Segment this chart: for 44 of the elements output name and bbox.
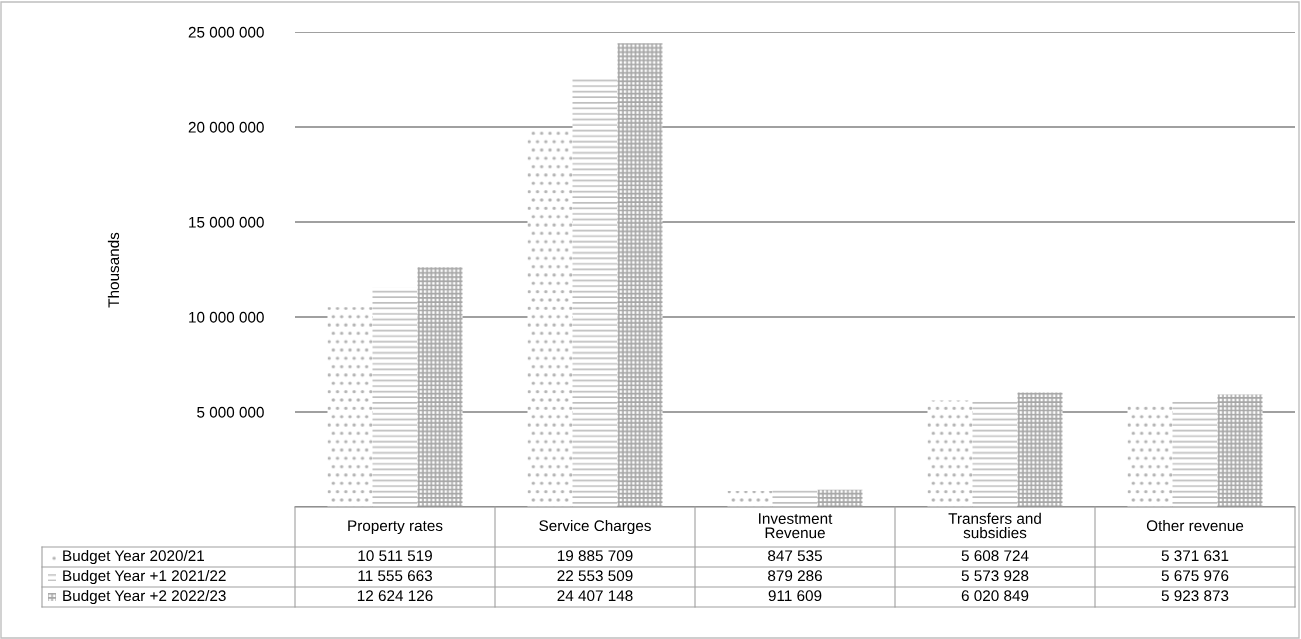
- y-tick-label: 10 000 000: [189, 311, 264, 323]
- data-label: 5 675 976: [1161, 570, 1229, 582]
- bar: [1127, 404, 1173, 507]
- y-axis-title: Thousands: [107, 232, 120, 308]
- x-tick-label: Service Charges: [539, 519, 651, 535]
- bar: [772, 490, 818, 507]
- y-tick-label: 5 000 000: [197, 406, 264, 418]
- data-label: 12 624 126: [357, 590, 433, 602]
- data-label: 5 923 873: [1161, 590, 1229, 602]
- bar: [327, 307, 373, 507]
- bar: [417, 267, 463, 507]
- x-tick-label: Property rates: [348, 520, 443, 535]
- y-tick-label: 20 000 000: [188, 121, 264, 133]
- bar: [1217, 394, 1263, 507]
- bar: [817, 489, 863, 507]
- x-tick-label: Investment Revenue: [759, 513, 833, 539]
- data-label: 911 609: [768, 590, 822, 602]
- data-label: 5 608 724: [961, 550, 1029, 562]
- data-label: 24 407 148: [557, 590, 633, 602]
- x-tick-label: Other revenue: [1146, 519, 1244, 532]
- x-tick-label: Transfers and subsidies: [948, 512, 1041, 539]
- data-label: 5 573 928: [961, 570, 1029, 582]
- legend-label: Budget Year +1 2021/22: [63, 569, 226, 585]
- legend-label: Budget Year 2020/21: [63, 549, 204, 565]
- data-label: 5 371 631: [1161, 550, 1229, 562]
- bar: [972, 401, 1018, 507]
- data-label: 6 020 849: [961, 590, 1029, 602]
- bar: [527, 129, 573, 507]
- bar: [372, 287, 418, 507]
- data-label: 22 553 509: [557, 570, 633, 582]
- bar: [617, 43, 663, 507]
- bar: [1017, 392, 1063, 507]
- legend-label: Budget Year +2 2022/23: [63, 589, 226, 605]
- data-label: 19 885 709: [557, 550, 633, 562]
- bar: [1172, 399, 1218, 507]
- y-tick-label: 15 000 000: [189, 216, 264, 228]
- bar: [572, 78, 618, 507]
- y-tick-label: 25 000 000: [188, 26, 264, 38]
- data-label: 847 535: [768, 550, 822, 562]
- data-label: 10 511 519: [358, 550, 432, 562]
- data-label: 879 286: [768, 570, 822, 582]
- bar: [727, 490, 773, 507]
- data-label: 11 555 663: [358, 570, 432, 582]
- bar: [927, 400, 973, 507]
